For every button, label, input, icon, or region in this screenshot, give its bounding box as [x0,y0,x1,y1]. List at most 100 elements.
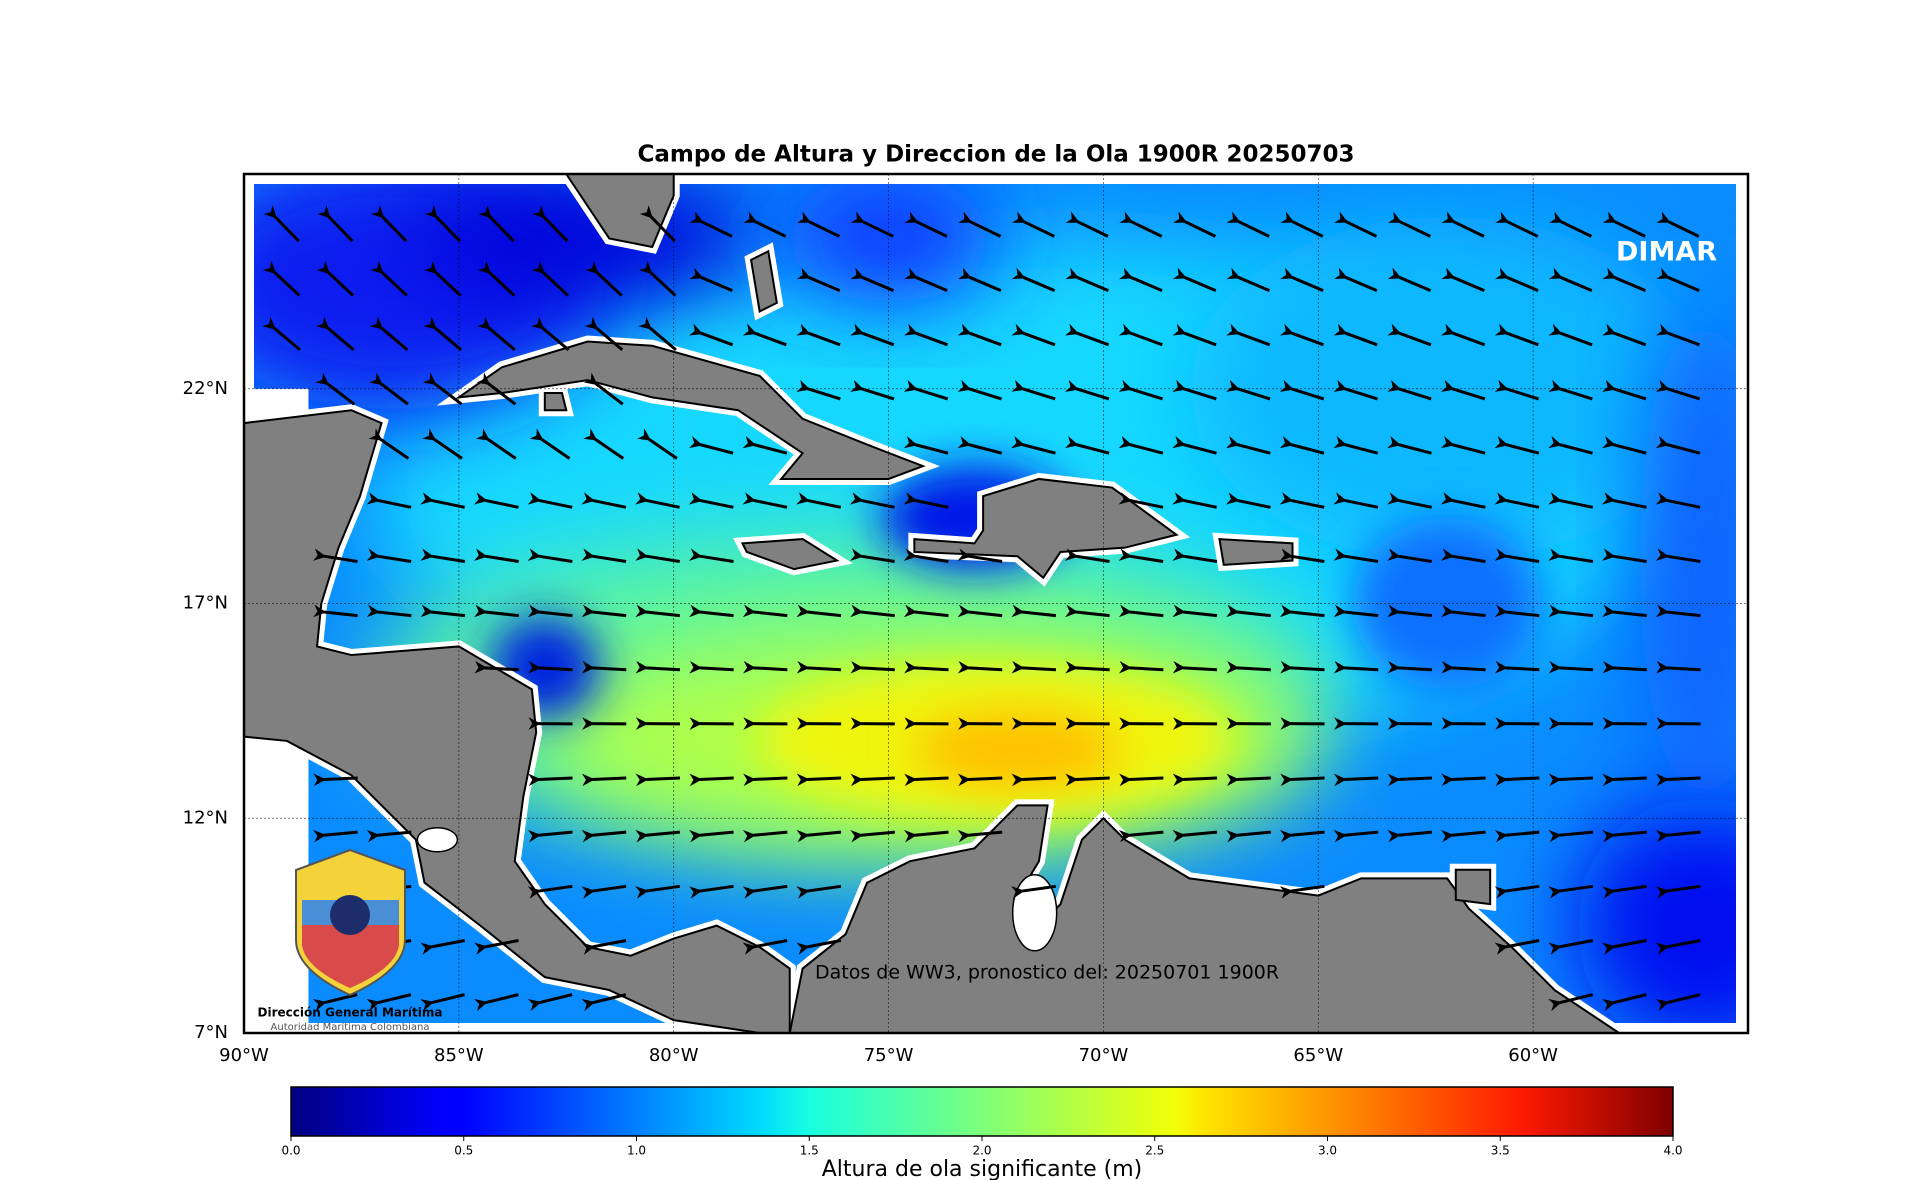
wave-arrow [1655,548,1701,563]
wave-arrow [1441,660,1486,674]
wave-arrow [1226,660,1271,674]
wave-arrow [743,660,788,674]
wave-arrow [1065,773,1110,787]
wave-arrow [1226,211,1270,238]
wave-arrow [583,372,624,406]
colorbar [290,1086,1674,1137]
wave-arrow [1118,492,1164,509]
wave-arrow [1602,829,1647,843]
wave-arrow [1441,211,1485,238]
wave-arrow [639,205,676,243]
wave-arrow [478,205,515,243]
wave-arrow [742,884,788,899]
wave-arrow [1226,323,1271,347]
wave-arrow [1065,660,1110,674]
wave-arrow [581,773,627,787]
wave-arrow [635,548,680,563]
wave-arrow [1495,660,1540,674]
x-tick-label: 75°W [864,1045,914,1066]
wave-arrow [1655,323,1701,347]
wave-arrow [1602,660,1647,674]
wave-arrow [1548,323,1593,347]
wave-arrow [1387,773,1433,787]
wave-arrow [1548,829,1594,843]
wave-arrow [422,428,463,460]
wave-arrow [689,660,734,674]
wave-arrow [312,993,358,1012]
wave-arrow [1602,267,1647,292]
wave-arrow [1119,660,1164,674]
wave-arrow [796,938,842,955]
wave-arrow [1279,435,1325,455]
wave-arrow [1279,548,1325,563]
y-tick-label: 17°N [183,593,228,614]
wave-arrow [315,372,356,406]
wave-arrow [581,604,627,618]
land-area [1454,868,1492,906]
wave-arrow [581,548,627,563]
wave-arrow [317,205,354,243]
wave-arrow [1602,492,1647,509]
colorbar-ticks: 0.0 0.5 1.0 1.5 2.0 2.5 3.0 3.5 4.0 [281,1136,1683,1158]
wave-arrow [1387,604,1433,618]
wave-arrow [1656,660,1701,674]
wave-arrow [957,829,1003,843]
wave-arrow [474,604,519,618]
y-tick-label: 22°N [183,378,228,399]
wave-arrow [583,428,625,460]
wave-arrow [1119,267,1163,292]
wave-arrow [689,829,734,843]
colorbar-tick-label: 1.5 [800,1144,819,1158]
wave-arrow [1118,604,1164,618]
wave-arrow [1548,993,1593,1012]
wave-arrow [1064,435,1110,455]
wave-arrow [850,773,895,787]
wave-arrow [1226,604,1271,618]
wave-arrow [1333,379,1378,401]
wave-arrow [477,316,516,352]
wave-arrow [635,773,681,787]
wave-arrow [420,993,465,1012]
wave-arrow [1172,829,1218,843]
logo-emblem [330,895,370,935]
wave-arrow [1011,884,1057,899]
wave-arrow [637,428,678,460]
wave-arrow [531,260,569,297]
wave-arrow [1494,548,1540,563]
wave-arrow [903,604,949,618]
wave-arrow [581,938,627,955]
wave-arrow [1656,829,1701,843]
land-area [1218,538,1294,566]
wave-arrow [1602,773,1647,787]
wave-arrow [1548,492,1594,509]
wave-arrow [585,260,623,297]
wave-arrow [635,492,680,509]
wave-arrow [1441,773,1486,787]
wave-arrow [742,323,787,347]
wave-arrow [475,428,517,460]
wave-arrow [1011,604,1057,618]
wave-arrow [742,435,788,455]
wave-arrow [957,435,1003,455]
axis-ticks: 90°W 85°W 80°W 75°W 70°W 65°W 60°W 7°N 12°N 17°N 2… [183,378,1559,1066]
wave-arrow [850,211,894,238]
wave-arrow [796,492,842,509]
wave-arrow [1602,323,1647,347]
wave-arrow [1119,773,1164,787]
wave-arrow [1226,773,1271,787]
wave-arrow [1494,492,1540,509]
wave-arrow [369,372,409,406]
wave-arrow [904,829,949,843]
wave-arrow [424,205,462,243]
wave-arrow [1548,773,1594,787]
wave-arrow [1494,323,1539,347]
wave-arrow [1172,211,1217,238]
wave-arrow [1333,267,1378,292]
colorbar-tick-label: 3.5 [1491,1144,1510,1158]
wave-arrow [1280,773,1325,787]
wave-arrow [1440,548,1486,563]
wave-arrow [903,323,949,347]
colorbar-tick-label: 2.5 [1145,1144,1164,1158]
wave-arrow [1118,323,1163,347]
wave-arrow [1172,267,1217,292]
